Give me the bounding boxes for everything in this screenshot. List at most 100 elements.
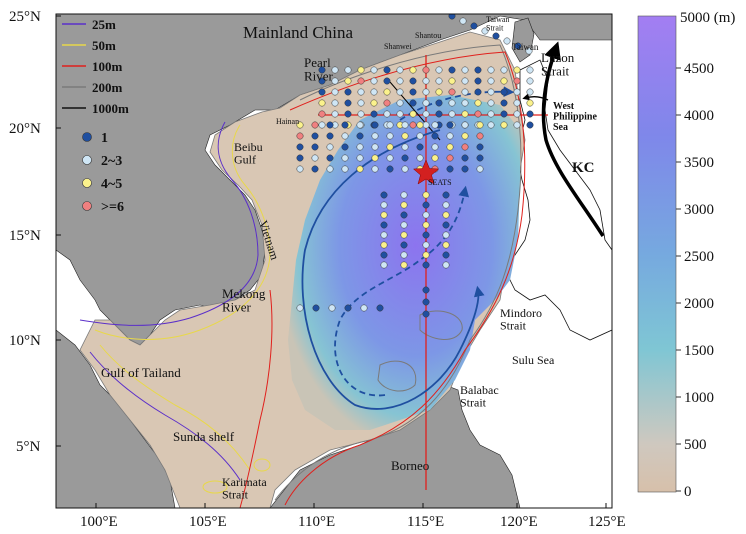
- station-dot: [422, 251, 430, 259]
- station-dot: [487, 110, 495, 118]
- station-dot: [370, 77, 378, 85]
- station-dot: [380, 261, 388, 269]
- station-dot: [416, 121, 424, 129]
- colorbar-tick-label: 0: [684, 484, 692, 500]
- station-dot: [326, 165, 334, 173]
- station-dot: [513, 88, 521, 96]
- station-dot: [422, 99, 430, 107]
- station-dot: [396, 66, 404, 74]
- station-dot: [401, 121, 409, 129]
- station-dot: [331, 77, 339, 85]
- lon-tick-110: 110°E: [298, 514, 335, 530]
- station-dot: [357, 110, 365, 118]
- isobath-legend: 25m 50m 100m 200m 1000m: [62, 17, 129, 116]
- station-dot: [383, 110, 391, 118]
- station-dot: [470, 22, 478, 30]
- station-dot: [357, 66, 365, 74]
- station-dot: [503, 37, 511, 45]
- luzon-intrusion-arrow: [522, 93, 549, 101]
- station-dot: [296, 121, 304, 129]
- station-dot: [318, 121, 326, 129]
- station-dot: [341, 165, 349, 173]
- station-dot: [371, 154, 379, 162]
- map-body: [56, 14, 612, 508]
- station-dot: [513, 66, 521, 74]
- station-dot: [409, 110, 417, 118]
- depth-colorbar: 4500 4000 3500 3000 2500 2000 1500 1000 500 0 500…: [637, 10, 735, 500]
- station-dot: [476, 165, 484, 173]
- station-dot: [448, 88, 456, 96]
- station-dot: [356, 132, 364, 140]
- label-sunda-shelf: Sunda shelf: [173, 429, 235, 444]
- label-balabac-strait: Balabac Strait: [460, 383, 499, 410]
- station-dot: [386, 154, 394, 162]
- colorbar-tick-label: 1500: [684, 343, 714, 359]
- station-dot: [344, 66, 352, 74]
- station-dot: [474, 110, 482, 118]
- station-legend-marker: [82, 178, 92, 188]
- station-dot: [318, 77, 326, 85]
- station-dot: [422, 121, 430, 129]
- station-dot: [331, 110, 339, 118]
- station-dot: [318, 99, 326, 107]
- station-dot: [371, 121, 379, 129]
- station-dot: [461, 77, 469, 85]
- station-dot: [422, 66, 430, 74]
- colorbar-tick-label: 2500: [684, 249, 714, 265]
- station-dot: [435, 99, 443, 107]
- station-dot: [474, 99, 482, 107]
- station-dot: [442, 211, 450, 219]
- station-dot: [500, 77, 508, 85]
- station-dot: [416, 154, 424, 162]
- station-dot: [386, 121, 394, 129]
- station-dot: [422, 211, 430, 219]
- station-dot: [513, 110, 521, 118]
- lon-tick-105: 105°E: [189, 514, 227, 530]
- station-dot: [380, 221, 388, 229]
- station-dot: [513, 99, 521, 107]
- station-dot: [492, 32, 500, 40]
- station-legend-marker: [82, 201, 92, 211]
- station-dot: [442, 191, 450, 199]
- lon-tick-100: 100°E: [80, 514, 118, 530]
- station-dot: [431, 143, 439, 151]
- station-dot: [422, 231, 430, 239]
- lat-tick-5: 5°N: [16, 439, 40, 455]
- label-karimata-strait: Karimata Strait: [222, 475, 267, 502]
- station-dot: [396, 77, 404, 85]
- station-dot: [409, 121, 417, 129]
- stations-layer: [296, 14, 534, 318]
- station-dot: [435, 66, 443, 74]
- station-dot: [400, 201, 408, 209]
- station-dot: [401, 165, 409, 173]
- station-dot: [435, 77, 443, 85]
- station-dot: [331, 99, 339, 107]
- label-kc: KC: [572, 160, 595, 176]
- colorbar-tick-label: 4000: [684, 108, 714, 124]
- station-dot: [461, 154, 469, 162]
- station-dot: [396, 110, 404, 118]
- station-dot: [526, 77, 534, 85]
- station-dot: [341, 121, 349, 129]
- label-taiwan: Taiwan: [512, 42, 539, 52]
- station-dot: [422, 261, 430, 269]
- station-dot: [442, 261, 450, 269]
- station-dot: [446, 154, 454, 162]
- colorbar-tick-label: 1000: [684, 390, 714, 406]
- station-dot: [525, 47, 533, 55]
- station-dot: [383, 77, 391, 85]
- label-mindoro-strait: Mindoro Strait: [500, 306, 542, 333]
- station-dot: [326, 132, 334, 140]
- station-dot: [431, 121, 439, 129]
- station-dot: [446, 165, 454, 173]
- station-dot: [357, 77, 365, 85]
- station-dot: [448, 66, 456, 74]
- station-dot: [431, 154, 439, 162]
- station-dot: [400, 211, 408, 219]
- station-dot: [380, 241, 388, 249]
- lon-tick-120: 120°E: [500, 514, 538, 530]
- label-west-philippine-sea: West Philippine Sea: [553, 101, 597, 133]
- colorbar-max-label: 5000 (m): [680, 10, 735, 26]
- station-legend-marker: [82, 132, 92, 142]
